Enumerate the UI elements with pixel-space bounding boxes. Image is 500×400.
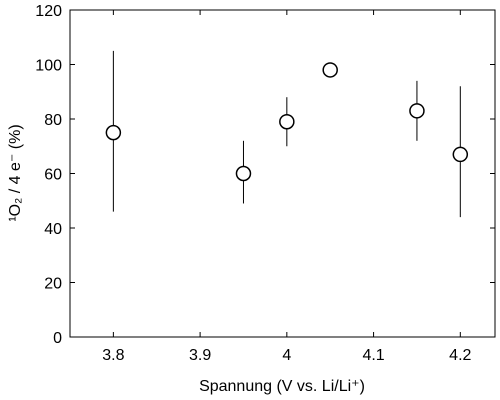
y-tick-label: 0 — [53, 330, 62, 347]
data-point — [105, 124, 122, 141]
ticks-layer: 3.8 3.9 4 4.1 4.2 0 20 40 60 80 100 120 — [35, 3, 495, 364]
x-tick-label: 3.8 — [102, 347, 124, 364]
plot-frame — [69, 9, 496, 338]
data-point — [322, 62, 338, 78]
y-tick-label: 120 — [35, 3, 62, 20]
y-axis-label: ¹O₂ / 4 e⁻ (%) — [7, 124, 24, 221]
data-point — [279, 113, 295, 130]
x-axis-label: Spannung (V vs. Li/Li⁺) — [199, 378, 365, 395]
data-point — [235, 165, 252, 182]
x-tick-label: 4 — [282, 347, 291, 364]
y-tick-label: 60 — [44, 167, 62, 184]
y-tick-label: 20 — [44, 276, 62, 293]
x-tick-label: 4.1 — [362, 347, 384, 364]
y-tick-label: 40 — [44, 221, 62, 238]
y-tick-label: 80 — [44, 112, 62, 129]
points-layer — [105, 62, 469, 182]
x-tick-label: 3.9 — [189, 347, 211, 364]
errorbars-layer — [112, 50, 461, 218]
y-tick-label: 100 — [35, 58, 62, 75]
data-point — [409, 103, 425, 119]
data-point — [452, 146, 469, 163]
x-tick-label: 4.2 — [449, 347, 471, 364]
